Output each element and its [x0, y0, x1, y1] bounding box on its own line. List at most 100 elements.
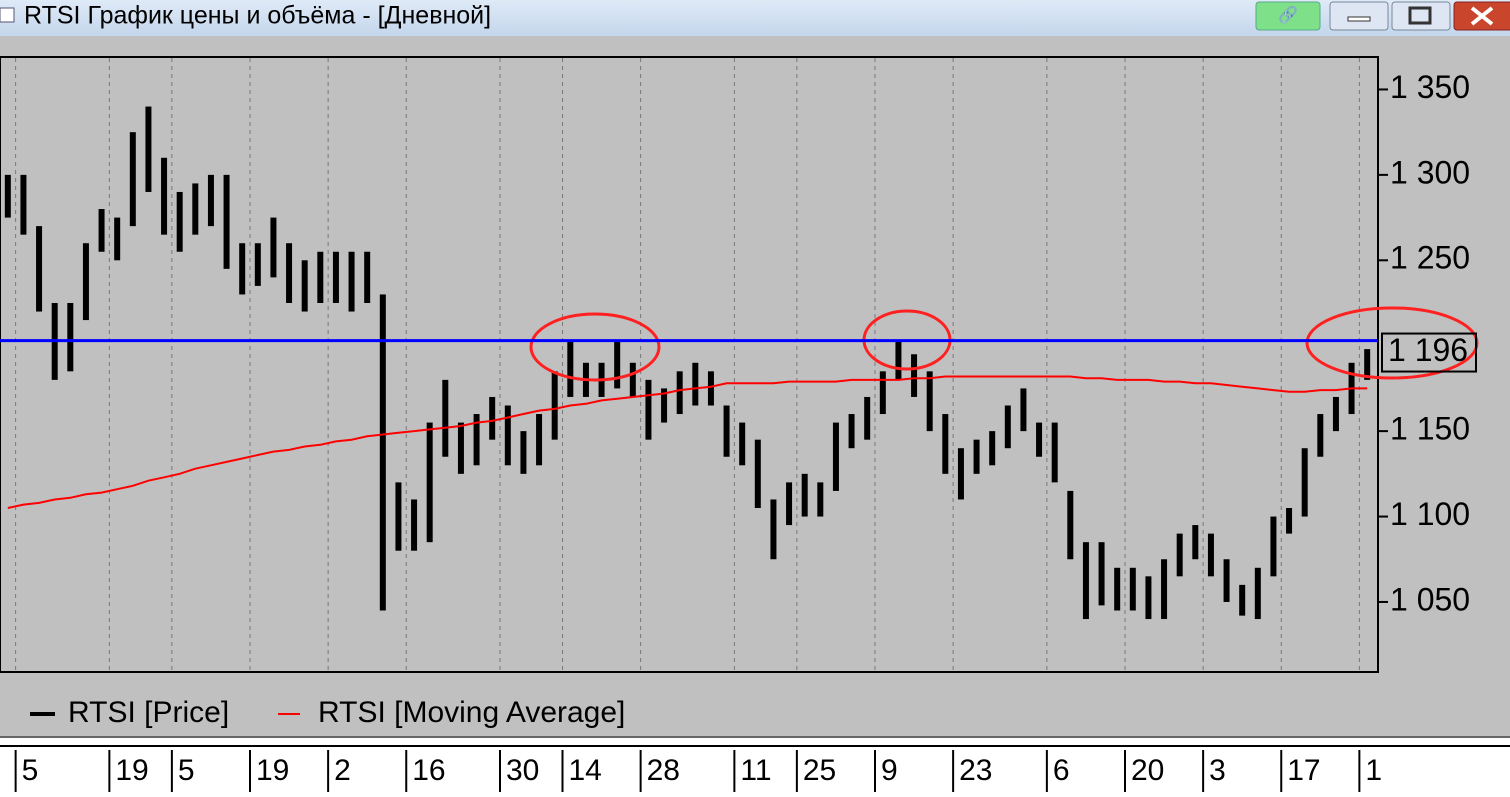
price-bar [395, 482, 402, 551]
y-tick-label: 1 100 [1390, 496, 1470, 532]
price-bar [98, 209, 105, 252]
price-bar [67, 303, 74, 372]
price-bar [1254, 567, 1261, 620]
price-bar [442, 379, 449, 457]
price-bar [754, 439, 761, 508]
price-bar [723, 405, 730, 457]
x-tick-label: 14 [569, 754, 602, 787]
price-bar [926, 371, 933, 432]
price-bar [520, 431, 527, 474]
x-tick-label: 19 [115, 754, 148, 787]
maximize-button[interactable] [1391, 1, 1451, 31]
price-bar [895, 340, 902, 380]
price-bar [957, 448, 964, 500]
price-bar [1004, 405, 1011, 449]
price-bar [1207, 533, 1214, 577]
price-bar [567, 340, 574, 397]
price-bar [1161, 559, 1168, 620]
price-bar [770, 499, 777, 560]
price-bar [1051, 422, 1058, 483]
x-tick-label: 2 [334, 754, 351, 787]
x-tick-label: 5 [22, 754, 39, 787]
y-tick-label: 1 300 [1390, 154, 1470, 190]
legend-label: RTSI [Moving Average] [318, 696, 625, 729]
link-button[interactable] [1255, 1, 1321, 31]
price-bar [457, 422, 464, 474]
y-tick-label: 1 050 [1390, 581, 1470, 617]
price-bar [1114, 567, 1121, 611]
price-bar [1192, 525, 1199, 560]
x-tick-label: 17 [1287, 754, 1320, 787]
x-tick-label: 28 [647, 754, 680, 787]
price-bar [317, 251, 324, 303]
price-bar [1145, 576, 1152, 620]
price-bar [1270, 516, 1277, 577]
y-tick-label: 1 250 [1390, 240, 1470, 276]
price-bar [207, 174, 214, 227]
last-price-box [1381, 332, 1477, 373]
plot [4, 58, 1371, 671]
x-tick-label: 30 [506, 754, 539, 787]
price-bar [864, 396, 871, 440]
price-bar [426, 422, 433, 543]
maximize-icon [1408, 6, 1432, 25]
minimize-icon [1347, 16, 1371, 22]
x-tick-label: 1 [1365, 754, 1382, 787]
price-bar [411, 499, 418, 551]
price-bar [1301, 448, 1308, 517]
x-tick-label: 11 [740, 754, 771, 787]
price-bar [1223, 559, 1230, 602]
last-price-label: 1 196 [1388, 332, 1468, 368]
price-bar [614, 340, 621, 389]
price-bar [223, 174, 230, 269]
annotation-circle [529, 312, 661, 382]
price-bar [989, 431, 996, 466]
price-bar [504, 405, 511, 466]
price-bar [551, 371, 558, 440]
price-bar [645, 379, 652, 440]
price-bar [82, 243, 89, 321]
x-tick-label: 20 [1131, 754, 1164, 787]
price-bar [676, 371, 683, 415]
price-bar [114, 217, 121, 261]
price-bar [192, 183, 199, 235]
x-tick-label: 25 [803, 754, 836, 787]
price-bar [348, 251, 355, 312]
y-tick-label: 1 350 [1390, 69, 1470, 105]
price-bar [145, 106, 152, 192]
price-bar [4, 174, 11, 218]
x-tick-label: 19 [256, 754, 289, 787]
price-bar [1098, 542, 1105, 606]
price-bar [270, 217, 277, 278]
x-tick-label: 3 [1209, 754, 1226, 787]
window-title: RTSI График цены и объёма - [Дневной] [24, 2, 491, 30]
minimize-button[interactable] [1329, 1, 1389, 31]
price-bar [942, 414, 949, 474]
x-tick-label: 5 [178, 754, 195, 787]
price-bar [332, 251, 339, 303]
x-tick-label: 16 [412, 754, 445, 787]
moving-average [7, 375, 1368, 509]
price-bar [739, 422, 746, 466]
price-bar [301, 260, 308, 312]
price-bar [286, 243, 293, 303]
price-bar [973, 439, 980, 474]
price-bar [536, 414, 543, 466]
price-bar [176, 191, 183, 252]
price-bar [1067, 490, 1074, 560]
price-bar [36, 226, 43, 312]
price-bar [129, 132, 136, 227]
y-tick-label: 1 150 [1390, 411, 1470, 447]
price-bar [879, 371, 886, 415]
price-bar [161, 157, 168, 235]
price-bar [1176, 533, 1183, 577]
x-tick-label: 9 [881, 754, 898, 787]
price-bar [239, 243, 246, 295]
plot-area [0, 56, 1379, 673]
price-bar [364, 251, 371, 303]
price-bar [489, 396, 496, 440]
price-bar [1332, 396, 1339, 432]
price-bar [1317, 414, 1324, 457]
price-bar [20, 174, 27, 235]
